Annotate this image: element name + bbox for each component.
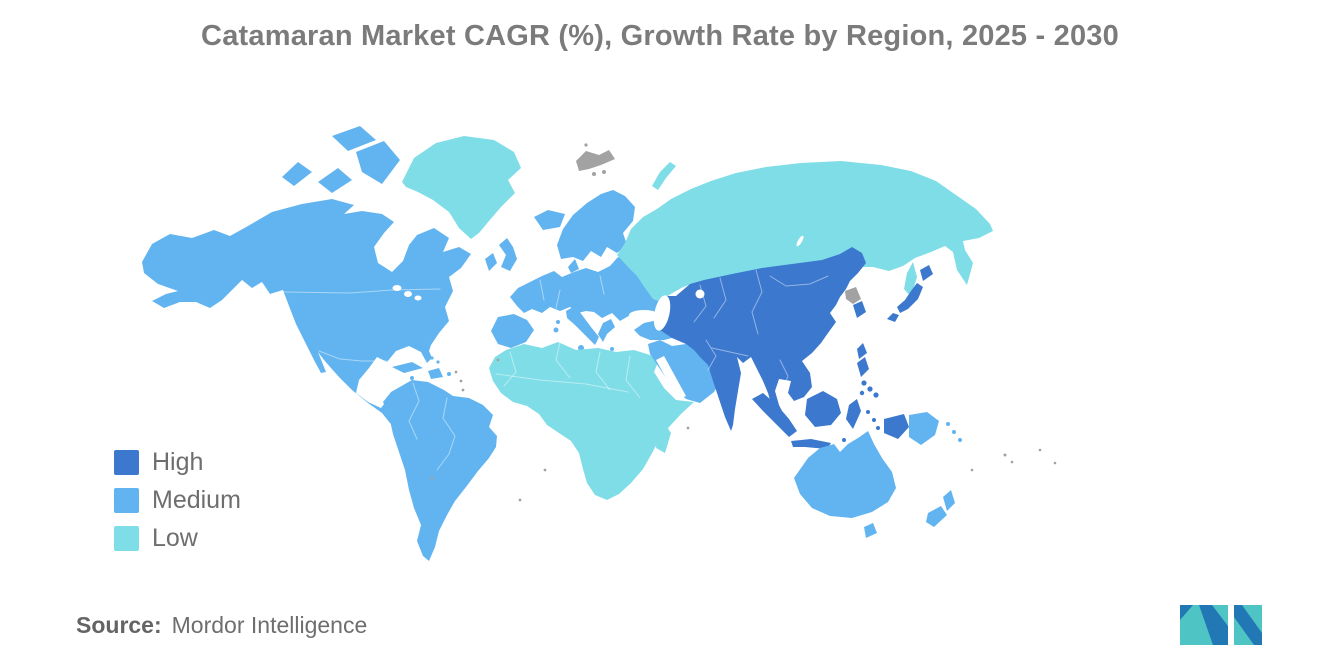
- region-sakhalin: [904, 262, 917, 297]
- region-canada-arctic-islands: [282, 126, 400, 193]
- region-italy: [566, 306, 599, 345]
- region-caribbean: [392, 356, 465, 392]
- region-west-papua: [884, 414, 909, 439]
- region-svalbard: [576, 143, 615, 176]
- legend-item-low: Low: [114, 525, 241, 551]
- minor-islands: [430, 358, 1057, 502]
- region-asia-high: [654, 247, 866, 431]
- region-madagascar: [656, 424, 671, 453]
- legend: High Medium Low: [114, 449, 241, 563]
- legend-item-medium: Medium: [114, 487, 241, 513]
- mordor-intelligence-logo: [1180, 605, 1262, 645]
- region-tasmania: [864, 523, 877, 538]
- region-philippines: [857, 357, 879, 398]
- region-scandinavia: [557, 190, 635, 261]
- region-novaya-zemlya: [652, 162, 676, 190]
- region-ireland: [485, 253, 497, 271]
- legend-swatch-low: [114, 525, 139, 551]
- legend-label-medium: Medium: [152, 486, 241, 514]
- region-south-korea: [853, 301, 866, 318]
- region-australia: [794, 431, 896, 538]
- region-north-korea: [845, 287, 861, 304]
- region-greece: [598, 319, 615, 342]
- country-borders: [283, 269, 829, 471]
- region-uk: [499, 238, 517, 271]
- region-africa: [489, 342, 694, 500]
- source-label: Source:: [76, 612, 162, 638]
- region-europe: [485, 190, 660, 351]
- legend-swatch-high: [114, 449, 139, 475]
- legend-label-high: High: [152, 448, 204, 476]
- region-papua-new-guinea: [909, 412, 962, 445]
- region-taiwan: [857, 343, 867, 359]
- region-south-america: [383, 380, 497, 561]
- chart-title: Catamaran Market CAGR (%), Growth Rate b…: [201, 20, 1119, 52]
- source-value: Mordor Intelligence: [171, 612, 368, 638]
- legend-item-high: High: [114, 449, 241, 475]
- inland-water: [392, 235, 804, 400]
- region-russia: [617, 161, 993, 302]
- region-iceland: [534, 210, 565, 230]
- region-japan: [887, 265, 933, 322]
- region-new-zealand: [926, 490, 955, 527]
- region-denmark: [568, 259, 579, 273]
- region-north-america: [142, 199, 471, 439]
- source-attribution: Source: Mordor Intelligence: [76, 612, 367, 639]
- legend-swatch-medium: [114, 487, 139, 513]
- region-iberia: [491, 314, 534, 348]
- region-indonesia-malaysia: [752, 391, 909, 449]
- region-greenland: [402, 136, 521, 239]
- legend-label-low: Low: [152, 524, 198, 552]
